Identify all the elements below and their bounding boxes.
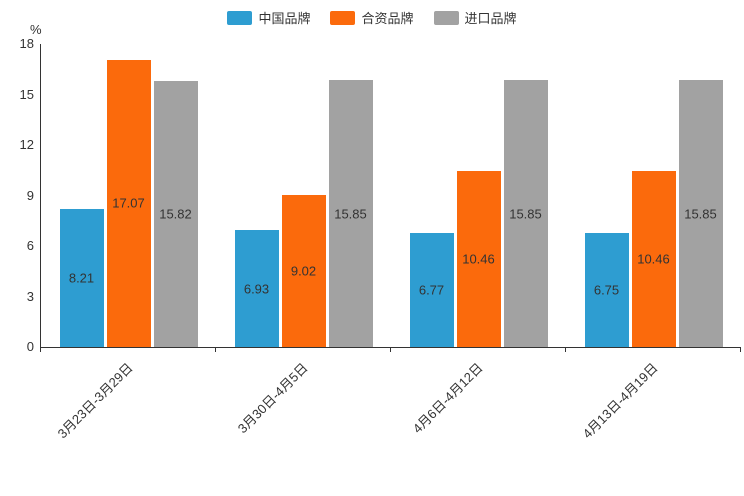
bar-value-label: 15.85 [509,206,542,222]
bar-series1-group1[interactable]: 9.02 [281,195,326,347]
y-axis-tick-label: 18 [19,36,34,51]
bar-series0-group1[interactable]: 6.93 [234,230,279,347]
x-axis-tick [40,347,41,352]
x-axis-category-label: 4月13日-4月19日 [579,360,661,442]
legend-item-china-brand[interactable]: 中国品牌 [227,8,310,27]
legend: 中国品牌 合资品牌 进口品牌 [0,8,744,27]
bar-value-label: 15.85 [334,206,367,222]
x-axis-tick [390,347,391,352]
bar-value-label: 10.46 [637,251,670,267]
bar-value-label: 17.07 [112,195,145,211]
bar-value-label: 10.46 [462,251,495,267]
legend-label-joint-venture-brand: 合资品牌 [361,11,414,26]
bar-series1-group3[interactable]: 10.46 [631,170,676,347]
legend-marker-china-brand [227,10,253,25]
y-axis-unit-label: % [30,22,42,37]
x-axis-category-label: 4月6日-4月12日 [409,360,486,437]
bar-series1-group2[interactable]: 10.46 [456,170,501,347]
bar-series2-group2[interactable]: 15.85 [503,80,548,347]
legend-marker-import-brand [433,10,459,25]
bar-value-label: 6.75 [593,282,620,298]
bar-series0-group0[interactable]: 8.21 [59,208,104,347]
y-axis-tick-label: 9 [26,187,34,203]
bar-value-label: 15.82 [159,206,192,222]
legend-marker-joint-venture-brand [330,10,356,25]
x-axis-category-label: 3月23日-3月29日 [54,360,136,442]
bar-value-label: 15.85 [684,206,717,222]
x-axis-tick [740,347,741,352]
legend-label-import-brand: 进口品牌 [464,11,517,26]
y-axis-tick-label: 3 [26,288,34,304]
bar-series2-group3[interactable]: 15.85 [678,80,723,347]
y-axis-tick-label: 6 [26,238,34,253]
x-axis-tick [215,347,216,352]
bar-value-label: 9.02 [290,263,317,279]
x-axis-category-label: 3月30日-4月5日 [234,360,311,437]
plot-area: 8.21 17.07 15.82 6.93 9.02 15.85 6.77 10.46 15.8… [40,44,741,348]
y-axis-tick-label: 15 [19,86,34,102]
bar-series2-group0[interactable]: 15.82 [153,80,198,347]
legend-label-china-brand: 中国品牌 [258,11,311,26]
bar-series0-group3[interactable]: 6.75 [584,233,629,347]
bar-value-label: 6.77 [418,282,445,298]
x-axis-tick [565,347,566,352]
y-axis-tick-label: 12 [19,137,34,152]
bar-series2-group1[interactable]: 15.85 [328,80,373,347]
y-axis-tick-label: 0 [26,339,34,354]
legend-item-import-brand[interactable]: 进口品牌 [433,8,517,27]
bar-series1-group0[interactable]: 17.07 [106,59,151,347]
bar-series0-group2[interactable]: 6.77 [409,233,454,347]
legend-item-joint-venture-brand[interactable]: 合资品牌 [330,8,414,27]
bar-value-label: 6.93 [243,281,270,297]
bar-value-label: 8.21 [68,270,95,286]
